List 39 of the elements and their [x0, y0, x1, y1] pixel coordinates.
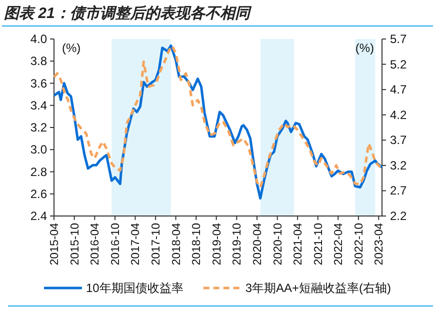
x-tick-label: 2021-10: [312, 223, 325, 266]
x-tick-label: 2017-10: [150, 223, 163, 266]
chart-title: 图表 21：债市调整后的表现各不相同: [4, 4, 252, 22]
y-tick-label: 3.6: [30, 76, 48, 90]
x-tick-label: 2018-04: [170, 222, 183, 266]
x-tick-label: 2017-04: [130, 222, 142, 266]
y2-tick-label: 3.2: [390, 158, 408, 172]
x-tick-label: 2022-10: [353, 223, 366, 266]
legend-label: 10年期国债收益率: [86, 281, 184, 295]
x-tick-label: 2019-10: [232, 223, 244, 266]
x-tick-label: 2016-10: [110, 223, 122, 266]
x-tick-label: 2021-04: [292, 222, 305, 266]
x-tick-label: 2016-04: [90, 222, 102, 266]
y2-tick-label: 4.2: [390, 108, 408, 122]
y2-tick-label: 5.7: [390, 32, 408, 46]
y2-tick-label: 4.7: [390, 82, 408, 97]
y-axis-title: (%): [62, 41, 81, 55]
x-tick-label: 2020-04: [252, 222, 264, 266]
y2-tick-label: 5.2: [390, 57, 408, 72]
y-tick-label: 2.8: [30, 164, 48, 179]
y-tick-label: 3.0: [30, 142, 48, 157]
legend-label: 3年期AA+短融收益率(右轴): [245, 281, 392, 295]
y-tick-label: 2.6: [30, 186, 48, 201]
y-tick-label: 4.0: [30, 32, 48, 46]
x-tick-label: 2022-04: [333, 222, 346, 266]
x-tick-label: 2018-10: [191, 223, 204, 266]
y2-axis-title: (%): [355, 41, 374, 55]
y-tick-label: 3.8: [30, 54, 48, 68]
y2-tick-label: 2.7: [390, 184, 408, 198]
x-tick-label: 2023-04: [374, 222, 386, 266]
x-tick-label: 2015-04: [49, 222, 61, 266]
x-tick-label: 2019-04: [211, 222, 224, 266]
y-tick-label: 3.4: [30, 98, 48, 112]
y-tick-label: 3.2: [30, 120, 48, 134]
y2-tick-label: 3.7: [390, 133, 408, 148]
y-tick-label: 2.4: [30, 209, 48, 223]
x-tick-label: 2020-10: [272, 223, 284, 266]
y2-tick-label: 2.2: [390, 209, 408, 223]
x-tick-label: 2015-10: [69, 223, 82, 266]
